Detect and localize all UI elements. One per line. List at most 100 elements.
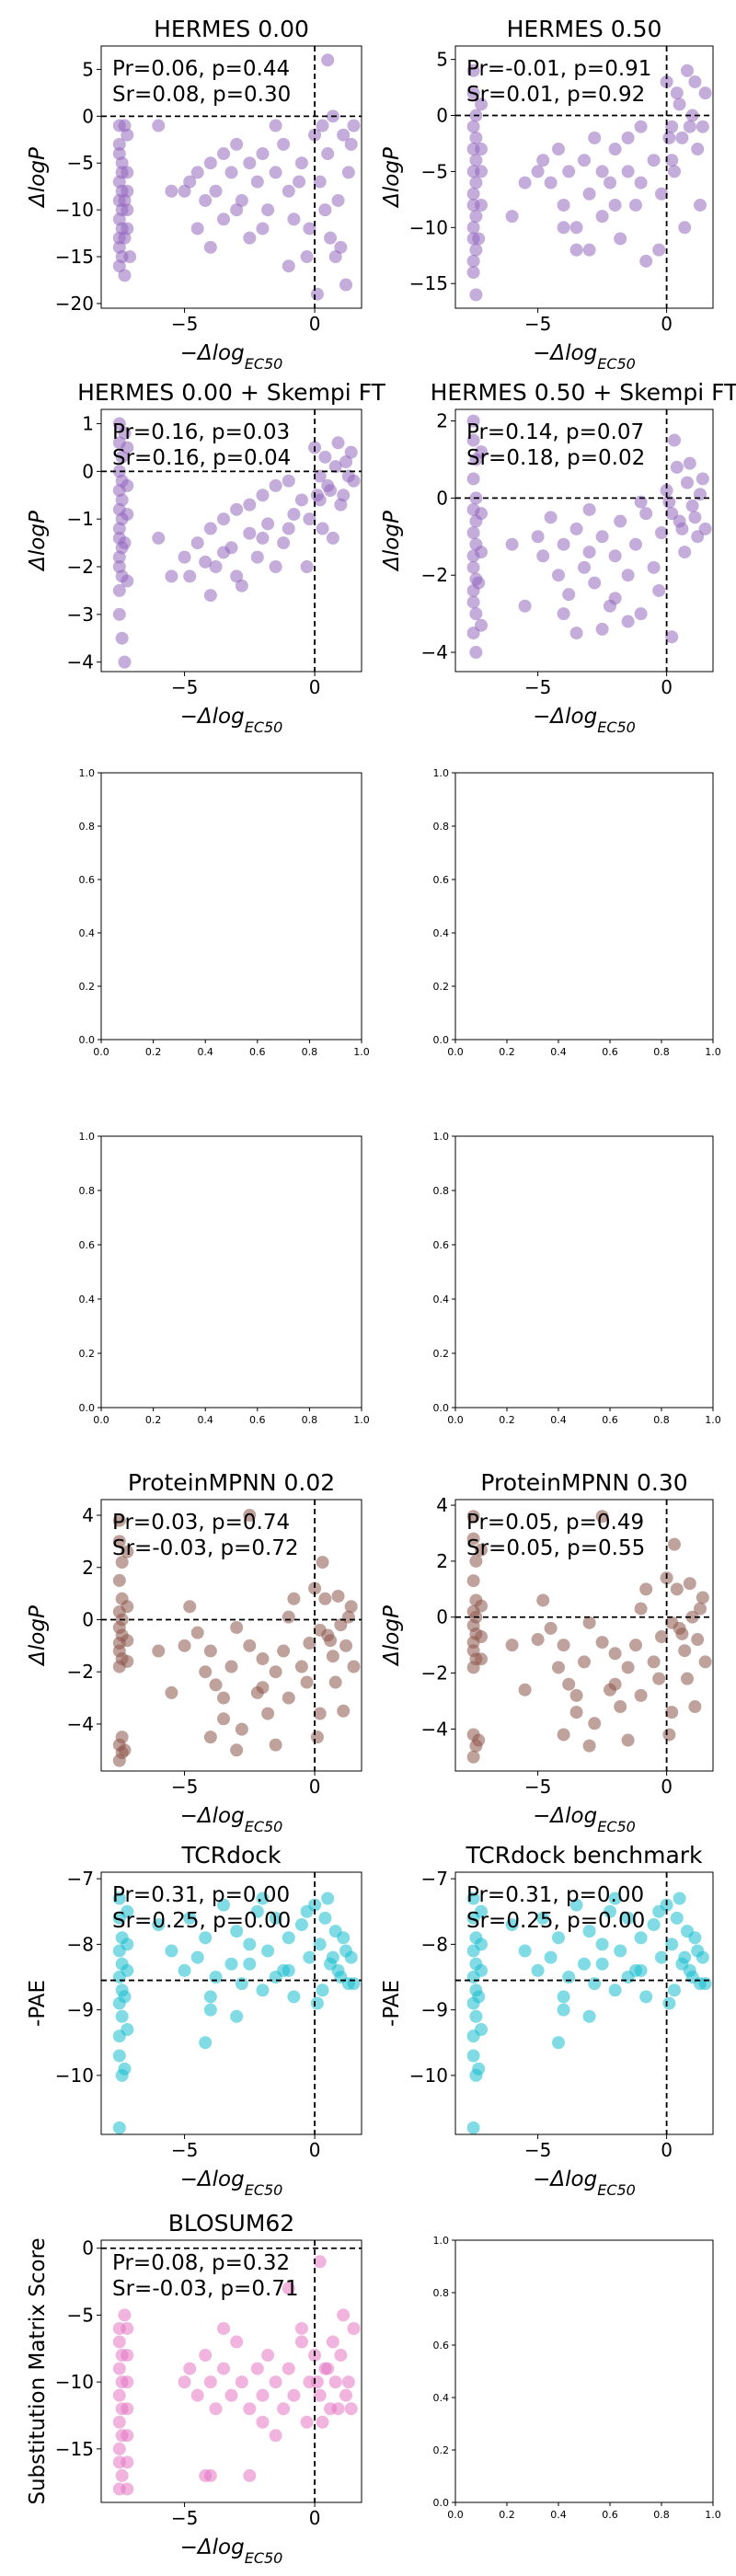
data-point — [318, 1592, 332, 1605]
data-point — [518, 1683, 532, 1696]
x-tick-label: 0.0 — [447, 1414, 464, 1426]
data-point — [665, 630, 679, 644]
data-point — [681, 476, 694, 489]
data-point — [678, 1644, 692, 1658]
plot-frame — [100, 2239, 362, 2503]
data-point — [652, 1904, 666, 1918]
plot-frame — [454, 408, 714, 673]
data-point — [466, 1661, 480, 1674]
data-point — [341, 2375, 355, 2389]
data-point — [678, 221, 692, 235]
x-tick-label: 0.8 — [653, 2509, 670, 2521]
data-point — [673, 1621, 686, 1635]
x-tick-label: 0 — [661, 1776, 673, 1798]
data-point — [696, 472, 709, 486]
data-point — [621, 615, 635, 628]
data-point — [165, 184, 178, 198]
data-point — [691, 143, 705, 156]
chart-panel: −5 0 0 −5 −10 −15 BLOSUM62 Pr=0.08, p=0.32Sr=-0… — [26, 2210, 362, 2567]
data-point — [466, 1532, 480, 1546]
data-point — [318, 450, 332, 464]
data-point — [670, 1911, 684, 1925]
x-tick-label: 0.8 — [653, 1046, 670, 1058]
data-point — [639, 507, 653, 521]
x-axis-label: −ΔlogEC50 — [180, 2168, 283, 2199]
data-point — [209, 560, 223, 573]
data-point — [685, 499, 699, 512]
y-tick-label: −3 — [67, 604, 94, 626]
data-point — [466, 2049, 480, 2063]
data-point — [300, 250, 314, 264]
data-point — [668, 1537, 681, 1551]
data-point — [562, 1677, 576, 1691]
data-point — [121, 2429, 134, 2443]
data-point — [668, 433, 681, 447]
data-point — [331, 1589, 345, 1603]
data-point — [313, 493, 327, 507]
x-tick-label: 0 — [661, 2139, 673, 2161]
data-point — [224, 2388, 238, 2402]
data-point — [675, 131, 689, 144]
x-tick-label: 0.4 — [197, 1046, 213, 1058]
data-point — [303, 1637, 316, 1650]
data-point — [344, 2402, 358, 2416]
data-point — [269, 1911, 282, 1925]
data-point — [203, 1644, 217, 1658]
data-point — [475, 1904, 488, 1918]
data-point — [557, 198, 570, 212]
data-point — [652, 1672, 666, 1685]
data-point — [282, 259, 295, 273]
data-point — [475, 1630, 488, 1644]
stats-annotation: Pr=0.16, p=0.03 — [112, 420, 290, 444]
data-point — [123, 250, 137, 264]
y-tick-label: 4 — [436, 1494, 448, 1516]
data-point — [614, 232, 627, 246]
chart-panel: −5 0 4 2 0 −2 −4 ProteinMPNN 0.02 Pr=0.03, p=0.7… — [26, 1469, 362, 1835]
data-point — [316, 119, 329, 132]
data-point — [673, 98, 686, 111]
data-point — [344, 1600, 358, 1614]
data-point — [475, 1963, 488, 1977]
data-point — [347, 1977, 361, 1991]
data-point — [121, 2482, 134, 2496]
data-point — [347, 1660, 361, 1673]
data-point — [203, 522, 217, 535]
data-point — [112, 2121, 126, 2134]
data-point — [662, 1728, 676, 1742]
data-point — [518, 1944, 532, 1958]
plot-area — [455, 46, 713, 308]
y-tick-label: 0.0 — [433, 1402, 450, 1414]
y-tick-label: 1.0 — [79, 1131, 96, 1143]
data-point — [614, 514, 627, 528]
data-point — [269, 166, 282, 179]
y-tick-label: 0 — [82, 105, 94, 127]
plot-frame — [454, 2239, 714, 2503]
data-point — [121, 2375, 134, 2389]
x-tick-label: 0 — [661, 676, 673, 698]
data-point — [165, 1944, 178, 1958]
data-point — [698, 1655, 712, 1669]
data-point — [475, 1543, 488, 1557]
data-point — [316, 2415, 329, 2429]
chart-panel: −5 0 4 2 0 −2 −4 ProteinMPNN 0.30 Pr=0.05, p=0.4… — [380, 1469, 714, 1835]
y-tick-label: 2 — [436, 410, 448, 432]
data-point — [518, 176, 532, 190]
data-point — [557, 1990, 570, 2004]
y-tick-label: −4 — [421, 641, 448, 663]
y-tick-label: −4 — [67, 651, 94, 673]
y-tick-label: 0.2 — [433, 981, 450, 993]
y-tick-label: 0 — [436, 487, 448, 509]
data-point — [178, 184, 191, 198]
data-point — [621, 1911, 635, 1925]
data-point — [475, 1599, 488, 1613]
data-point — [118, 655, 132, 669]
x-tick-label: 1.0 — [353, 1046, 370, 1058]
y-tick-label: −8 — [67, 1933, 94, 1955]
data-point — [121, 574, 134, 588]
stats-annotation: Sr=-0.03, p=0.71 — [112, 2277, 299, 2301]
y-tick-label: 0.4 — [433, 2392, 450, 2404]
data-point — [217, 1712, 231, 1726]
data-point — [121, 1654, 134, 1668]
data-point — [115, 2009, 129, 2023]
data-point — [569, 243, 583, 257]
